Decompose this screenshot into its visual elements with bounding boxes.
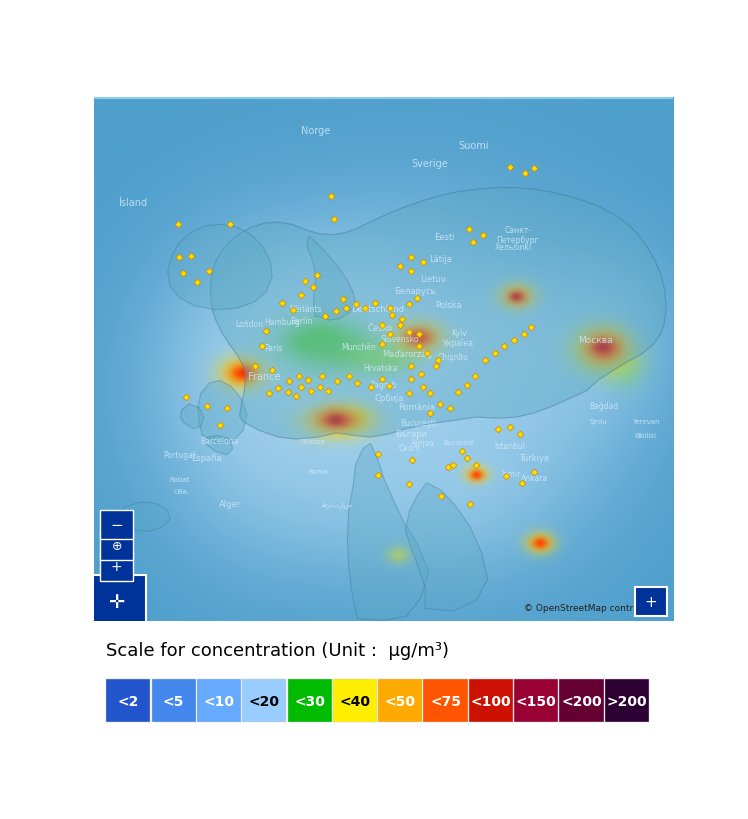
Polygon shape bbox=[205, 436, 233, 455]
Polygon shape bbox=[347, 444, 429, 621]
Text: Yerevan: Yerevan bbox=[631, 419, 659, 425]
Text: Sverige: Sverige bbox=[411, 159, 448, 169]
Text: <200: <200 bbox=[561, 694, 602, 708]
FancyBboxPatch shape bbox=[197, 680, 241, 722]
FancyBboxPatch shape bbox=[514, 680, 558, 722]
Text: Česko: Česko bbox=[368, 324, 393, 333]
Text: <50: <50 bbox=[384, 694, 416, 708]
Text: Lätija: Lätija bbox=[429, 255, 452, 264]
Text: >200: >200 bbox=[607, 694, 647, 708]
Text: Oθa.: Oθa. bbox=[174, 489, 190, 495]
Text: Zagreb: Zagreb bbox=[370, 381, 397, 390]
Text: Թbilisi: Թbilisi bbox=[634, 433, 657, 439]
Text: Şmlu: Şmlu bbox=[589, 419, 607, 425]
Text: România: România bbox=[399, 403, 435, 412]
FancyBboxPatch shape bbox=[287, 680, 331, 722]
Text: <40: <40 bbox=[340, 694, 370, 708]
Bar bbox=[100, 532, 133, 560]
Polygon shape bbox=[115, 502, 170, 532]
Text: <150: <150 bbox=[516, 694, 557, 708]
Text: Lietuv.: Lietuv. bbox=[420, 274, 448, 283]
Text: Alger: Alger bbox=[218, 500, 241, 509]
FancyBboxPatch shape bbox=[560, 680, 604, 722]
Text: <10: <10 bbox=[203, 694, 234, 708]
Text: Scale for concentration (Unit :  μg/m³): Scale for concentration (Unit : μg/m³) bbox=[106, 641, 450, 659]
Text: Ankara: Ankara bbox=[521, 473, 548, 482]
Text: Deutschland: Deutschland bbox=[351, 304, 404, 313]
Bar bbox=[100, 552, 133, 581]
Text: France: France bbox=[248, 372, 280, 382]
Text: © OpenStreetMap contributors: © OpenStreetMap contributors bbox=[524, 604, 664, 613]
FancyBboxPatch shape bbox=[333, 680, 377, 722]
Text: Kyïv
Україна: Kyïv Україна bbox=[443, 328, 474, 348]
Text: Türkiye: Türkiye bbox=[519, 454, 549, 463]
Polygon shape bbox=[211, 188, 666, 440]
Text: Хельsinki: Хельsinki bbox=[495, 243, 533, 252]
Bar bbox=[635, 587, 667, 617]
Polygon shape bbox=[94, 593, 114, 622]
FancyBboxPatch shape bbox=[604, 680, 649, 722]
Polygon shape bbox=[180, 405, 203, 429]
Text: Maďarorzág: Maďarorzág bbox=[381, 349, 432, 358]
Text: Polska: Polska bbox=[435, 301, 462, 310]
Text: İzmir: İzmir bbox=[501, 469, 521, 478]
Text: Ísland: Ísland bbox=[118, 198, 147, 208]
Text: Norge: Norge bbox=[301, 126, 330, 136]
Text: Bucarest: Bucarest bbox=[444, 440, 474, 446]
Text: Eesti: Eesti bbox=[434, 233, 455, 242]
Text: Barcelona: Barcelona bbox=[200, 437, 239, 446]
Text: Бъгари: Бъгари bbox=[395, 430, 427, 439]
Text: Скоm: Скоm bbox=[399, 443, 420, 452]
Text: Slovensko: Slovensko bbox=[380, 334, 419, 343]
Bar bbox=[100, 510, 133, 540]
Text: <30: <30 bbox=[294, 694, 325, 708]
FancyBboxPatch shape bbox=[242, 680, 286, 722]
FancyBboxPatch shape bbox=[469, 680, 513, 722]
Text: España: España bbox=[191, 454, 222, 463]
Text: Санкт-
Петербург: Санкт- Петербург bbox=[497, 226, 539, 245]
Text: Paris: Paris bbox=[264, 344, 283, 353]
Text: <20: <20 bbox=[249, 694, 280, 708]
Text: ✛: ✛ bbox=[108, 592, 125, 611]
Text: Hrvatska: Hrvatska bbox=[364, 364, 398, 373]
Text: Firenze: Firenze bbox=[300, 438, 325, 444]
Text: Rabat: Rabat bbox=[169, 477, 189, 482]
Text: Bağdad: Bağdad bbox=[589, 401, 619, 410]
FancyBboxPatch shape bbox=[423, 680, 468, 722]
Text: <100: <100 bbox=[470, 694, 511, 708]
Text: Chişnău: Chişnău bbox=[438, 353, 468, 362]
Text: Nërlänts: Nërlänts bbox=[289, 304, 322, 313]
Text: <5: <5 bbox=[163, 694, 184, 708]
Text: Србиjа: Србиjа bbox=[375, 393, 404, 402]
Text: <2: <2 bbox=[117, 694, 139, 708]
Text: Roma: Roma bbox=[309, 468, 328, 474]
Text: İstanbul: İstanbul bbox=[494, 442, 525, 450]
Text: Portugal: Portugal bbox=[163, 450, 195, 459]
Text: Bucureşti: Bucureşti bbox=[400, 419, 436, 428]
Text: +: + bbox=[645, 595, 657, 609]
FancyBboxPatch shape bbox=[152, 680, 196, 722]
Bar bbox=[88, 576, 146, 628]
Text: Berlin: Berlin bbox=[289, 316, 312, 325]
Text: Munchën: Munchën bbox=[342, 342, 376, 351]
Text: طرابلس: طرابلس bbox=[321, 500, 353, 507]
Polygon shape bbox=[405, 483, 488, 611]
Text: −: − bbox=[110, 518, 123, 532]
Polygon shape bbox=[307, 237, 355, 321]
FancyBboxPatch shape bbox=[106, 680, 150, 722]
Text: Беларусь: Беларусь bbox=[394, 287, 436, 296]
Text: <75: <75 bbox=[430, 694, 461, 708]
FancyBboxPatch shape bbox=[378, 680, 423, 722]
Text: Москва: Москва bbox=[577, 336, 613, 345]
Text: +: + bbox=[111, 559, 123, 574]
Text: ⊕: ⊕ bbox=[111, 540, 122, 552]
Text: Αθήνα: Αθήνα bbox=[411, 438, 435, 447]
Text: Suomi: Suomi bbox=[458, 140, 488, 151]
Text: Lońdon: Lońdon bbox=[235, 320, 263, 329]
Text: Hamburg: Hamburg bbox=[264, 318, 300, 327]
Polygon shape bbox=[197, 381, 247, 444]
Polygon shape bbox=[168, 225, 272, 310]
